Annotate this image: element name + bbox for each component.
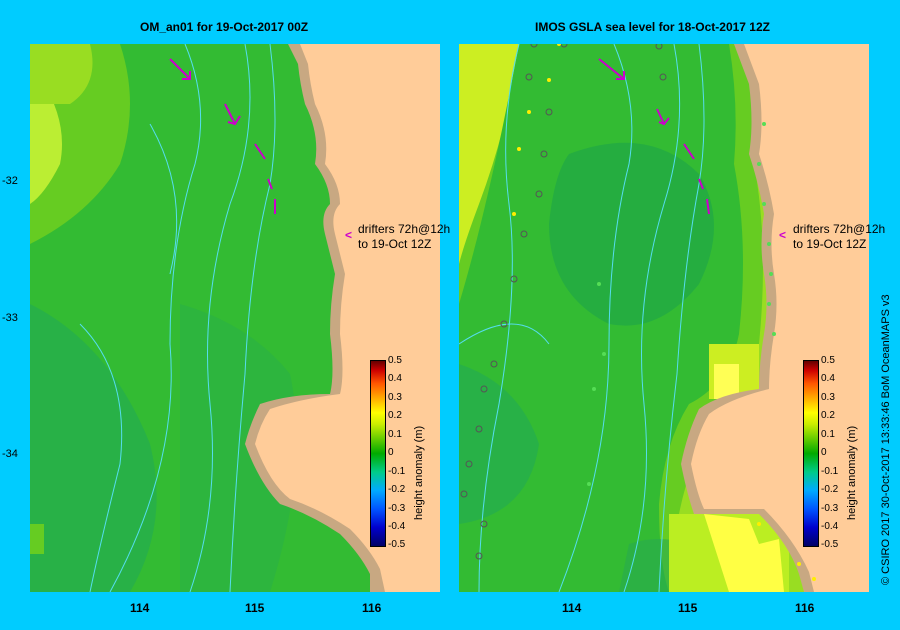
left-map-panel [30,44,440,592]
colorbar-tick: 0.5 [388,355,402,366]
colorbar-tick: 0.1 [388,429,402,440]
colorbar-tick: -0.2 [821,484,839,495]
right-map-panel [459,44,869,592]
y-tick-label: -32 [2,175,18,187]
colorbar-tick: -0.1 [388,466,406,477]
credit-text: © CSIRO 2017 30-Oct-2017 13:33:46 BoM Oc… [880,294,892,585]
drifters-label-line2: to 19-Oct 12Z [793,237,867,251]
drifters-label-line2: to 19-Oct 12Z [358,237,432,251]
colorbar-tick: 0.4 [388,373,402,384]
colorbar-title: height anomaly (m) [413,425,425,520]
x-tick-label: 115 [245,601,265,615]
colorbar-tick: -0.5 [388,539,406,550]
right-map-title: IMOS GSLA sea level for 18-Oct-2017 12Z [535,20,770,34]
colorbar-tick: 0.3 [821,392,835,403]
colorbar-tick: 0.1 [821,429,835,440]
colorbar-tick: 0.4 [821,373,835,384]
x-tick-label: 115 [678,601,698,615]
x-tick-label: 116 [795,601,815,615]
y-tick-label: -34 [2,448,18,460]
x-tick-label: 114 [130,601,150,615]
colorbar-tick: -0.1 [821,466,839,477]
right-colorbar [803,360,819,547]
colorbar-tick: -0.4 [388,521,406,532]
colorbar-tick: -0.5 [821,539,839,550]
drifter-arrow-icon: < [779,228,787,242]
x-tick-label: 116 [362,601,382,615]
colorbar-tick: -0.3 [388,503,406,514]
colorbar-tick: 0.3 [388,392,402,403]
colorbar-tick: 0 [388,447,394,458]
colorbar-tick: -0.4 [821,521,839,532]
drifters-label-line1: drifters 72h@12h [358,222,451,236]
x-tick-label: 114 [562,601,582,615]
drifter-arrow-icon: < [345,228,353,242]
drifters-label-line1: drifters 72h@12h [793,222,886,236]
left-colorbar [370,360,386,547]
colorbar-tick: 0.5 [821,355,835,366]
colorbar-tick: -0.3 [821,503,839,514]
colorbar-tick: 0.2 [388,410,402,421]
y-tick-label: -33 [2,312,18,324]
colorbar-title: height anomaly (m) [846,425,858,520]
colorbar-tick: -0.2 [388,484,406,495]
colorbar-tick: 0.2 [821,410,835,421]
left-map-title: OM_an01 for 19-Oct-2017 00Z [140,20,309,34]
colorbar-tick: 0 [821,447,827,458]
